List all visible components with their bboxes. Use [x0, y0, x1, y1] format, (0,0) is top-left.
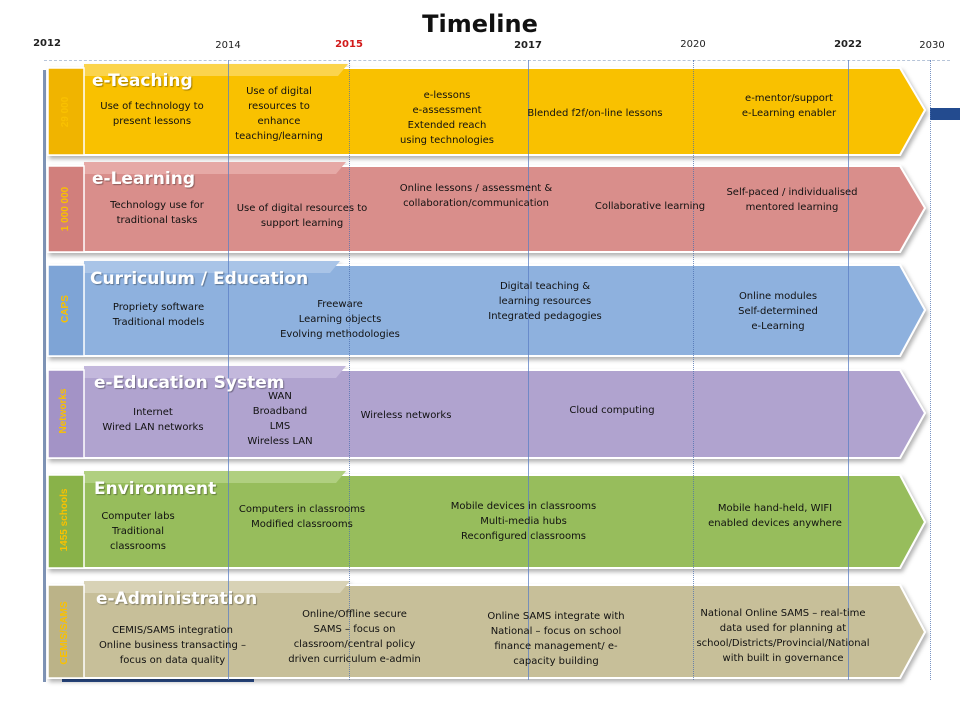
- lane-administration-title: e-Administration: [96, 589, 258, 609]
- year-label-2012: 2012: [33, 38, 61, 49]
- lane-environment-title: Environment: [94, 479, 217, 499]
- page-title: Timeline: [422, 10, 538, 38]
- lane-environment-item-1: Computer labs Traditional classrooms: [101, 511, 175, 552]
- lane-teaching-item-5: e-mentor/support e-Learning enabler: [741, 93, 837, 119]
- lane-administration-item-1: CEMIS/SAMS integration Online business tr…: [98, 625, 247, 666]
- lane-system-item-4: Cloud computing: [569, 405, 655, 416]
- lane-teaching-item-1: Use of technology to present lessons: [100, 101, 204, 127]
- year-label-2030: 2030: [919, 40, 945, 51]
- lane-administration-item-3: Online SAMS integrate with National – foc…: [487, 611, 625, 667]
- lane-environment-item-4: Mobile hand-held, WIFI enabled devices an…: [708, 503, 842, 529]
- guide-line-2022: [848, 60, 849, 680]
- lane-learning-item-2: Use of digital resources to support learn…: [236, 203, 368, 229]
- lane-system-item-2: WAN Broadband LMS Wireless LAN: [247, 391, 313, 447]
- lane-learning-item-4: Collaborative learning: [594, 201, 706, 212]
- year-label-2020: 2020: [680, 39, 706, 50]
- lane-curriculum-item-4: Online modules Self-determined e-Learning: [738, 291, 818, 332]
- year-label-2015: 2015: [335, 39, 363, 50]
- right-frame-bar: [930, 108, 960, 120]
- lane-environment-side-label: 1455 schools: [59, 488, 70, 552]
- year-label-2014: 2014: [215, 40, 241, 51]
- lane-learning-side-label: 1 000 000: [60, 186, 71, 232]
- lane-administration-item-4: National Online SAMS – real-time data use…: [696, 608, 870, 664]
- lane-teaching-item-3: e-lessons e-assessment Extended reach using…: [400, 90, 494, 146]
- timeline-axis-line: [44, 60, 950, 61]
- guide-line-2017: [528, 60, 529, 680]
- lane-curriculum-title: Curriculum / Education: [90, 269, 309, 289]
- lane-teaching-item-4: Blended f2f/on-line lessons: [527, 108, 663, 119]
- left-frame-bar: [43, 70, 46, 682]
- lane-environment-item-3: Mobile devices in classrooms Multi-media …: [450, 501, 597, 542]
- guide-line-2015: [349, 60, 350, 680]
- lane-learning-item-1: Technology use for traditional tasks: [110, 200, 204, 226]
- lane-administration-shape: [47, 581, 927, 679]
- guide-line-2020: [693, 60, 694, 680]
- lane-system-title: e-Education System: [94, 373, 285, 393]
- guide-line-2014: [228, 60, 229, 680]
- lane-system-side-label: Networks: [58, 388, 69, 434]
- lane-learning-title: e-Learning: [92, 169, 196, 189]
- lane-administration-side-label: CEMIS/SAMS: [59, 601, 70, 665]
- lane-administration-item-2: Online/Offline secure SAMS – focus on clas…: [288, 609, 421, 665]
- lane-teaching-title: e-Teaching: [92, 71, 193, 91]
- lane-learning-shape: [47, 162, 927, 253]
- lane-system-item-3: Wireless networks: [360, 410, 452, 421]
- lane-teaching-item-2: Use of digital resources to enhance teachin…: [235, 86, 323, 142]
- lane-curriculum-item-2: Freeware Learning objects Evolving methodo…: [280, 299, 400, 340]
- lane-teaching-shape: [47, 64, 927, 156]
- lane-learning-item-5: Self-paced / individualised mentored lear…: [726, 187, 858, 213]
- lane-system-item-1: Internet Wired LAN networks: [102, 407, 204, 433]
- lane-learning-item-3: Online lessons / assessment & collaborati…: [399, 183, 553, 209]
- bottom-frame-bar: [62, 677, 254, 682]
- lane-curriculum-side-label: CAPS: [60, 295, 71, 323]
- year-label-2017: 2017: [514, 40, 542, 51]
- lane-curriculum-shape: [47, 261, 927, 357]
- lane-curriculum-item-1: Propriety software Traditional models: [112, 302, 205, 328]
- year-label-2022: 2022: [834, 39, 862, 50]
- lane-teaching-side-label: 29 000: [60, 96, 71, 128]
- lane-system-shape: [47, 366, 927, 459]
- lane-environment-shape: [47, 471, 927, 569]
- lane-curriculum-item-3: Digital teaching & learning resources Inte…: [488, 281, 602, 322]
- guide-line-2030: [930, 60, 931, 680]
- lane-environment-item-2: Computers in classrooms Modified classroo…: [238, 504, 366, 530]
